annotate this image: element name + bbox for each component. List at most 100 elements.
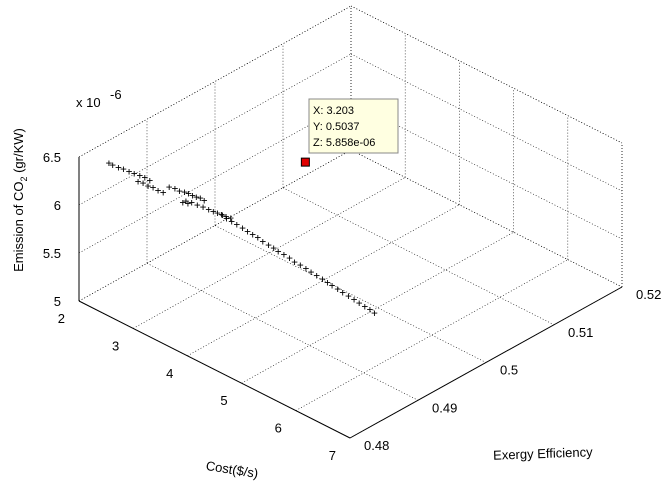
data-point: + (281, 248, 288, 261)
data-point: + (228, 215, 235, 228)
data-point: + (183, 194, 190, 207)
data-point: + (200, 201, 207, 214)
data-point: + (303, 262, 310, 275)
data-point: + (172, 182, 179, 195)
data-point: + (214, 206, 221, 219)
data-point: + (339, 286, 346, 299)
y-tick-label: 0.48 (364, 438, 389, 453)
y-tick-label: 0.51 (568, 325, 593, 340)
datatip-z: Z: 5.858e-06 (313, 137, 375, 149)
axis-line (78, 300, 351, 439)
data-point: + (210, 205, 217, 218)
datatip[interactable]: X: 3.203 Y: 0.5037 Z: 5.858e-06 (308, 98, 399, 154)
data-point: + (223, 210, 230, 223)
data-point: + (319, 272, 326, 285)
x-tick-label: 2 (58, 311, 65, 326)
data-point: + (145, 179, 152, 192)
x-tick-label: 6 (275, 421, 282, 436)
z-tick-label: 5.5 (43, 246, 61, 261)
grid-lines (78, 5, 623, 439)
data-point: + (115, 161, 122, 174)
data-points: ++ ++ ++ +++++++++ + +++++++++++ + + + ++++++++++… (106, 156, 379, 319)
data-point: + (249, 228, 256, 241)
datatip-marker (300, 157, 310, 167)
y-tick-label: 0.49 (432, 400, 457, 415)
data-point: + (265, 238, 272, 251)
data-point: + (367, 303, 374, 316)
y-tick-label: 0.52 (636, 287, 661, 302)
data-point: + (185, 197, 192, 210)
data-point: + (345, 289, 352, 302)
data-point: + (362, 300, 369, 313)
data-point: + (270, 241, 277, 254)
data-point: + (324, 276, 331, 289)
x-axis-label: Cost($/s) (205, 458, 259, 481)
y-axis-label: Exergy Efficiency (493, 444, 593, 462)
data-point: + (126, 165, 133, 178)
data-point: + (227, 212, 234, 225)
data-point: + (160, 186, 167, 199)
data-point: + (135, 175, 142, 188)
grid-line (78, 101, 352, 254)
data-point: + (181, 186, 188, 199)
z-axis-label-main: Emission of CO (11, 182, 26, 272)
data-point: + (188, 196, 195, 209)
data-point: + (255, 231, 262, 244)
data-point: + (197, 192, 204, 205)
data-point: + (166, 180, 173, 193)
tick-labels: 2 3 4 5 6 7 0.48 0.49 0.5 0.51 0.52 5 5.5 6 6.5 (43, 150, 661, 463)
z-tick-label: 5 (54, 294, 61, 309)
data-point: + (260, 235, 267, 248)
grid-line (78, 149, 352, 302)
data-point: + (194, 198, 201, 211)
datatip-box (308, 98, 399, 154)
data-point: + (356, 297, 363, 310)
data-point: + (179, 196, 186, 209)
x-tick-label: 5 (220, 393, 227, 408)
grid-line (349, 286, 623, 439)
grid-line (78, 53, 352, 206)
data-point: + (201, 194, 208, 207)
data-point: + (120, 163, 127, 176)
data-point: + (147, 174, 154, 187)
data-point: + (109, 158, 116, 171)
data-point: + (286, 252, 293, 265)
grid-line (133, 177, 406, 329)
data-point: + (155, 184, 162, 197)
data-point: + (205, 203, 212, 216)
datatip-y: Y: 0.5037 (313, 121, 360, 133)
datatip-x: X: 3.203 (313, 105, 354, 117)
z-axis-label-suffix: (gr/KW) (11, 128, 26, 176)
data-point: + (189, 189, 196, 202)
data-point: + (329, 279, 336, 292)
data-point: + (239, 221, 246, 234)
data-point: + (275, 245, 282, 258)
data-point: + (140, 177, 147, 190)
data-point: + (223, 212, 230, 225)
data-point: + (334, 282, 341, 295)
data-point: + (291, 255, 298, 268)
grid-line (282, 187, 555, 326)
data-point: + (218, 208, 225, 221)
x-tick-label: 3 (112, 338, 119, 353)
grid-line (187, 204, 460, 357)
data-point: + (234, 218, 241, 231)
data-point: + (297, 259, 304, 272)
z-tick-label: 6 (54, 198, 61, 213)
data-point: + (193, 190, 200, 203)
data-point: + (150, 181, 157, 194)
z-axis-label: Emission of CO2 (gr/KW) (11, 128, 29, 272)
grid-line (295, 259, 568, 411)
grid-line (241, 231, 514, 384)
x-tick-label: 7 (329, 448, 336, 463)
data-point: + (106, 156, 113, 169)
svg-text:Emission of CO2 (gr/KW): Emission of CO2 (gr/KW) (11, 128, 29, 272)
data-point: + (313, 269, 320, 282)
z-exponent-power: -6 (110, 87, 122, 102)
data-point: + (308, 266, 315, 279)
data-point: + (351, 293, 358, 306)
grid-line (146, 262, 419, 401)
box-edge (78, 5, 352, 158)
z-tick-label: 6.5 (43, 150, 61, 165)
